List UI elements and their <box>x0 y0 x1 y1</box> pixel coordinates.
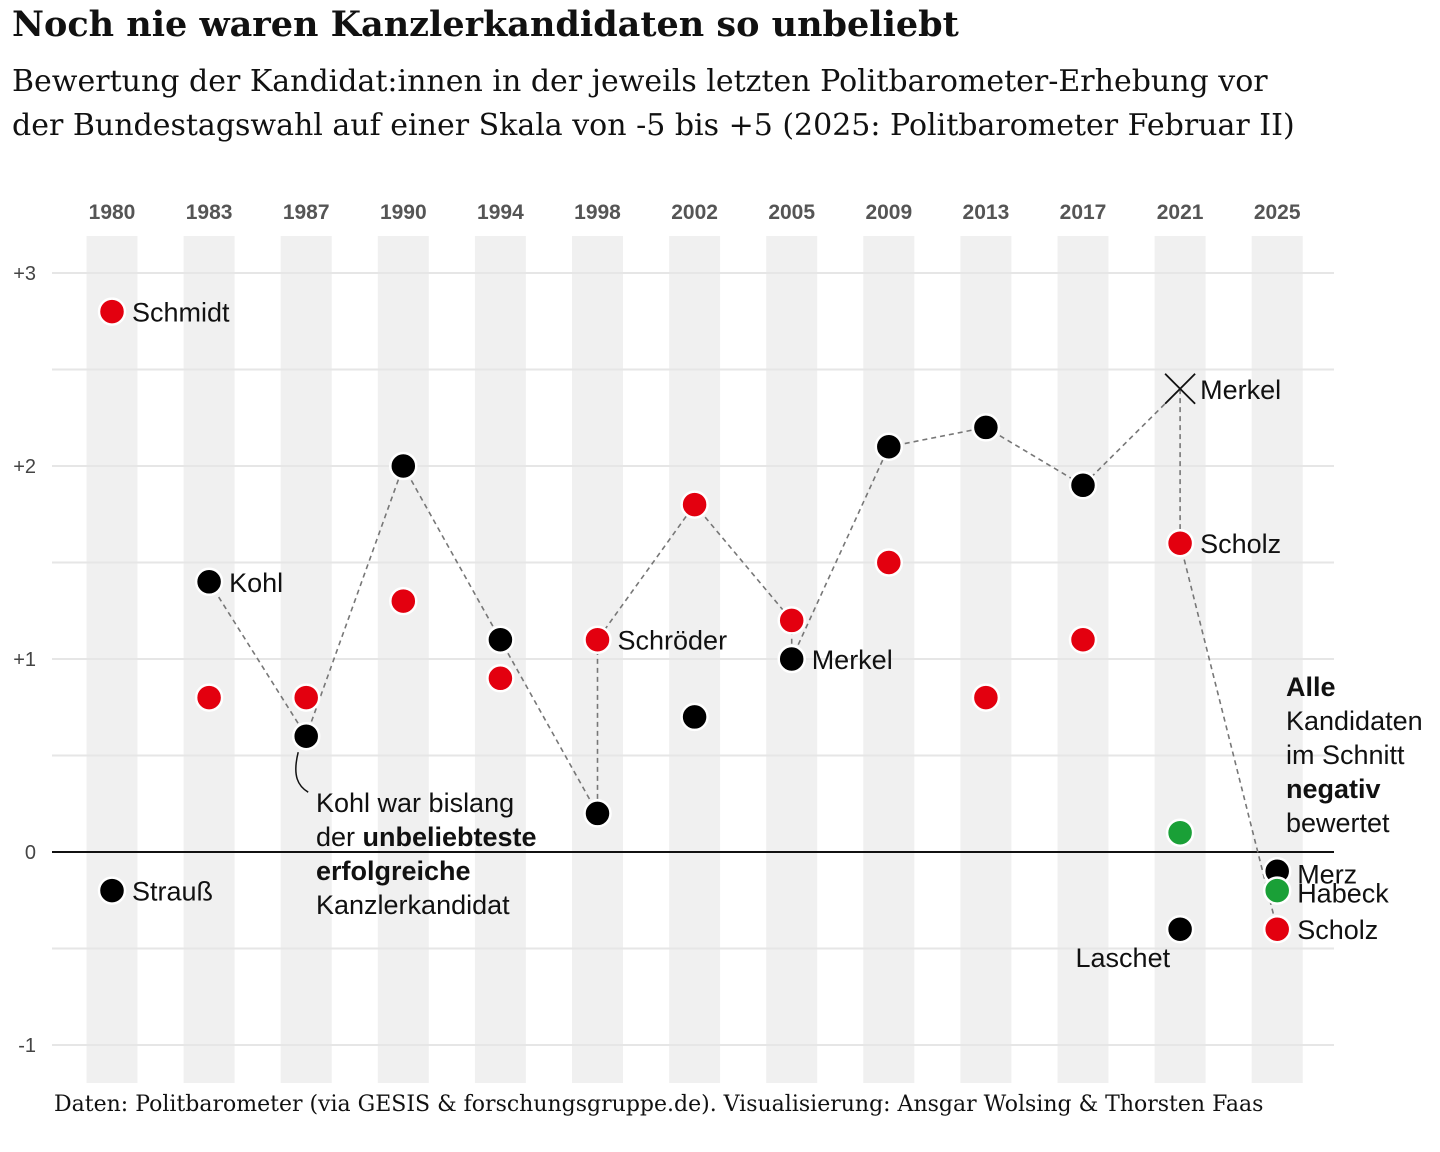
year-label-1990: 1990 <box>380 201 427 224</box>
point-cdu-1987 <box>291 721 321 751</box>
point-labels: Merkel Schmidt Strauß Kohl Schröder Merkel Sch… <box>132 298 1389 974</box>
svg-text:im Schnitt: im Schnitt <box>1286 740 1405 770</box>
year-label-2021: 2021 <box>1157 201 1204 224</box>
point-cdu-2005 <box>777 644 806 674</box>
annotation-2025-line5: bewertet <box>1286 808 1390 838</box>
point-label: Scholz <box>1297 915 1378 945</box>
annotation-kohl-connector <box>295 752 309 793</box>
svg-text:erfolgreiche: erfolgreiche <box>316 856 471 886</box>
point-cdu-1998 <box>583 799 612 828</box>
annotation-kohl: Kohl war bislang der unbeliebteste erfol… <box>295 752 537 920</box>
point-spd-2017 <box>1068 625 1098 654</box>
annotation-2025: Alle Kandidaten im Schnitt negativ bewer… <box>1286 672 1423 838</box>
point-gruene-2025 <box>1262 876 1292 905</box>
year-label-1980: 1980 <box>89 201 136 224</box>
point-cdu-2009 <box>874 432 904 461</box>
point-spd-2021 <box>1165 528 1195 558</box>
point-spd-1980 <box>97 297 127 326</box>
point-cdu-1990 <box>389 451 418 481</box>
year-label-1994: 1994 <box>477 201 524 224</box>
point-spd-1994 <box>486 664 515 693</box>
x-axis-years: 1980 1983 1987 1990 1994 1998 2002 2005 2009 2013… <box>89 201 1301 224</box>
svg-text:der unbeliebteste: der unbeliebteste <box>316 822 537 852</box>
svg-text:Kandidaten: Kandidaten <box>1286 706 1423 736</box>
point-cdu-1980 <box>97 876 127 905</box>
point-label: Merkel <box>812 645 893 675</box>
year-label-2017: 2017 <box>1060 201 1107 224</box>
year-label-2013: 2013 <box>963 201 1010 224</box>
svg-text:bewertet: bewertet <box>1286 808 1390 838</box>
annotation-kohl-line2-pre: der <box>316 822 363 852</box>
year-label-2025: 2025 <box>1254 201 1301 224</box>
year-label-1983: 1983 <box>186 201 233 224</box>
annotation-kohl-line3: erfolgreiche <box>316 856 471 886</box>
chart-caption: Daten: Politbarometer (via GESIS & forsc… <box>54 1092 1264 1117</box>
chart-title: Noch nie waren Kanzlerkandidaten so unbe… <box>12 4 959 45</box>
point-cdu-2002 <box>680 702 709 732</box>
point-spd-1990 <box>389 586 418 616</box>
point-cdu-2017 <box>1068 471 1098 500</box>
y-axis: +3 +2 +1 0 -1 <box>13 263 36 1057</box>
point-label: Merkel <box>1200 375 1281 405</box>
annotation-kohl-line2-bold: unbeliebteste <box>363 822 537 852</box>
point-spd-2002 <box>680 490 709 519</box>
annotation-2025-line2: Kandidaten <box>1286 706 1423 736</box>
annotation-2025-line1: Alle <box>1286 672 1336 702</box>
y-tick-label: +1 <box>13 649 36 671</box>
year-label-1987: 1987 <box>283 201 330 224</box>
svg-text:negativ: negativ <box>1286 774 1381 804</box>
annotation-2025-line3: im Schnitt <box>1286 740 1405 770</box>
point-cdu-2021 <box>1165 914 1195 944</box>
y-tick-label: 0 <box>25 842 36 864</box>
point-cdu-1983 <box>194 567 224 597</box>
svg-text:Kohl war bislang: Kohl war bislang <box>316 788 514 818</box>
annotation-kohl-line1: Kohl war bislang <box>316 788 514 818</box>
point-spd-1998 <box>583 625 612 654</box>
connector-lines <box>208 386 1278 930</box>
point-label: Scholz <box>1200 529 1281 559</box>
y-tick-label: -1 <box>18 1035 36 1057</box>
point-spd-1983 <box>194 683 224 712</box>
cross-marker <box>1164 373 1196 405</box>
data-points <box>97 297 1292 944</box>
year-label-1998: 1998 <box>574 201 621 224</box>
year-label-2009: 2009 <box>865 201 912 224</box>
point-label: Merz <box>1297 859 1357 889</box>
point-gruene-2021 <box>1165 818 1195 847</box>
point-spd-2005 <box>777 606 806 635</box>
point-spd-2025 <box>1262 914 1292 944</box>
chart-subtitle: Bewertung der Kandidat:innen in der jewe… <box>12 64 1295 143</box>
annotation-2025-line4: negativ <box>1286 774 1381 804</box>
y-tick-label: +2 <box>13 456 36 478</box>
year-label-2005: 2005 <box>768 201 815 224</box>
grid-lines <box>52 272 1334 1046</box>
point-label: Strauß <box>132 877 213 907</box>
chancellor-connector <box>208 386 1278 930</box>
point-spd-1987 <box>291 683 321 712</box>
annotation-kohl-line4: Kanzlerkandidat <box>316 890 510 920</box>
point-label: Schröder <box>618 626 728 656</box>
point-cdu-2013 <box>971 413 1001 442</box>
point-spd-2013 <box>971 683 1001 712</box>
svg-text:Alle: Alle <box>1286 672 1336 702</box>
svg-text:Kanzlerkandidat: Kanzlerkandidat <box>316 890 510 920</box>
point-label: Laschet <box>1076 943 1171 973</box>
point-label: Schmidt <box>132 298 230 328</box>
point-label: Kohl <box>229 568 283 598</box>
point-cdu-1994 <box>486 625 515 654</box>
year-label-2002: 2002 <box>671 201 718 224</box>
point-label: Habeck <box>1297 879 1389 909</box>
point-spd-2009 <box>874 548 904 577</box>
y-tick-label: +3 <box>13 263 36 285</box>
